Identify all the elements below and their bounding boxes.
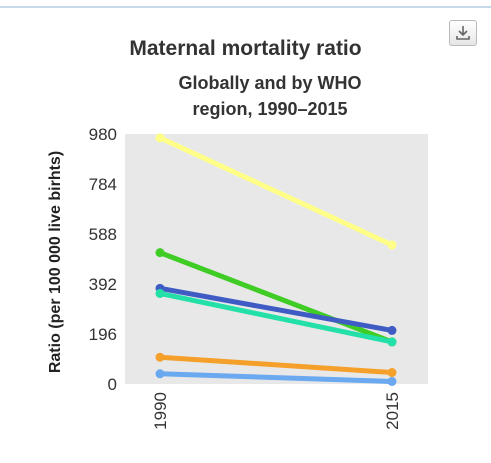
series-5[interactable] bbox=[155, 352, 397, 378]
data-point[interactable] bbox=[387, 325, 397, 335]
data-point[interactable] bbox=[155, 133, 165, 143]
series-line[interactable] bbox=[157, 135, 395, 248]
series-4[interactable] bbox=[155, 288, 397, 347]
chart-subtitle: Globally and by WHO region, 1990–2015 bbox=[178, 73, 362, 119]
series-6[interactable] bbox=[155, 369, 397, 386]
data-point[interactable] bbox=[155, 369, 165, 379]
export-button[interactable] bbox=[449, 20, 477, 46]
data-point[interactable] bbox=[155, 352, 165, 362]
top-divider bbox=[0, 6, 491, 8]
data-point[interactable] bbox=[387, 240, 397, 250]
y-tick-label: 392 bbox=[89, 275, 117, 294]
y-axis-labels: 0 196 392 588 784 980 bbox=[89, 125, 117, 394]
data-point[interactable] bbox=[387, 376, 397, 386]
x-tick-label: 2015 bbox=[383, 392, 402, 430]
series-line[interactable] bbox=[157, 371, 395, 384]
series-line[interactable] bbox=[157, 250, 395, 345]
series-1[interactable] bbox=[155, 133, 397, 250]
data-point[interactable] bbox=[155, 288, 165, 298]
y-tick-label: 0 bbox=[108, 375, 117, 394]
series-line[interactable] bbox=[157, 290, 395, 345]
x-axis-labels: 1990 2015 bbox=[151, 392, 402, 430]
data-point[interactable] bbox=[155, 248, 165, 258]
x-tick-label: 1990 bbox=[151, 392, 170, 430]
series-line[interactable] bbox=[157, 354, 395, 376]
series-layer bbox=[155, 133, 397, 386]
y-axis-title: Ratio (per 100 000 live birhts) bbox=[47, 151, 64, 373]
y-tick-label: 980 bbox=[89, 125, 117, 144]
y-tick-label: 784 bbox=[89, 175, 117, 194]
y-tick-label: 588 bbox=[89, 225, 117, 244]
chart-title: Maternal mortality ratio bbox=[129, 37, 362, 60]
data-point[interactable] bbox=[387, 337, 397, 347]
data-point[interactable] bbox=[387, 368, 397, 378]
y-tick-label: 196 bbox=[89, 325, 117, 344]
download-icon bbox=[456, 26, 470, 40]
series-line[interactable] bbox=[157, 285, 395, 333]
